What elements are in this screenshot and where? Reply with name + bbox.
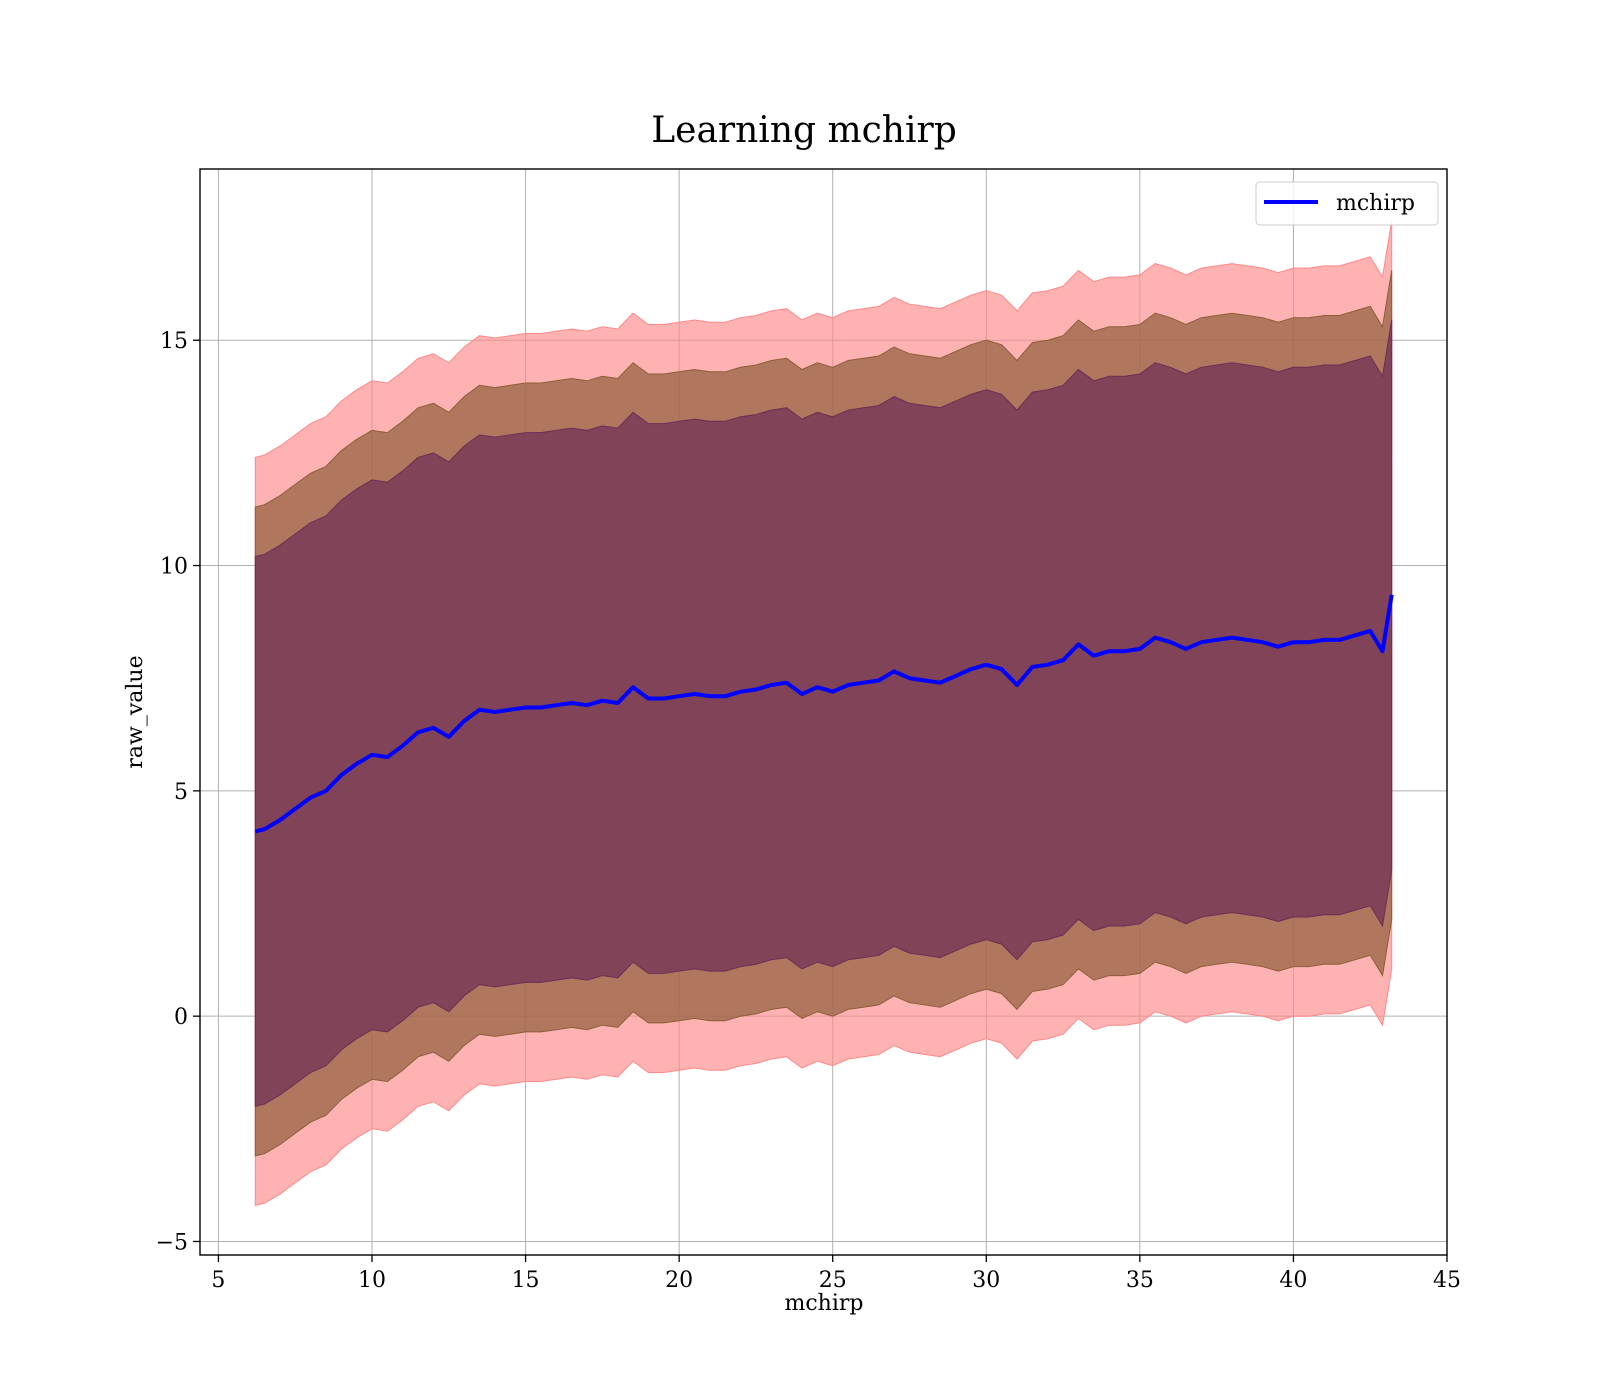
legend-label-mchirp: mchirp (1336, 191, 1415, 216)
y-tick-label: 10 (160, 555, 188, 580)
x-tick-label: 25 (819, 1268, 847, 1293)
y-tick-label: 5 (174, 780, 188, 805)
y-tick-label: −5 (156, 1230, 188, 1255)
x-tick-label: 30 (972, 1268, 1000, 1293)
x-tick-label: 20 (665, 1268, 693, 1293)
legend-box (1255, 181, 1439, 226)
y-axis-ticks: −5 0 5 10 15 (156, 329, 200, 1255)
x-axis-title: mchirp (785, 1291, 864, 1316)
plot-frame (199, 168, 1448, 1256)
confidence-bands (254, 220, 1393, 1207)
y-tick-label: 15 (160, 329, 188, 354)
x-tick-label: 15 (512, 1268, 540, 1293)
y-tick-label: 0 (174, 1005, 188, 1030)
chart-title: Learning mchirp (651, 110, 957, 151)
series-lines (254, 594, 1394, 834)
y-axis-title: raw_value (123, 655, 148, 768)
band-inner (254, 319, 1393, 1107)
x-tick-label: 10 (358, 1268, 386, 1293)
x-tick-label: 40 (1279, 1268, 1307, 1293)
x-tick-label: 35 (1126, 1268, 1154, 1293)
x-tick-label: 45 (1433, 1268, 1461, 1293)
x-axis-ticks: 5 10 15 20 25 30 35 40 45 (211, 1255, 1461, 1293)
series-line-mchirp (254, 594, 1394, 834)
x-tick-label: 5 (211, 1268, 225, 1293)
legend: mchirp (1255, 181, 1439, 226)
